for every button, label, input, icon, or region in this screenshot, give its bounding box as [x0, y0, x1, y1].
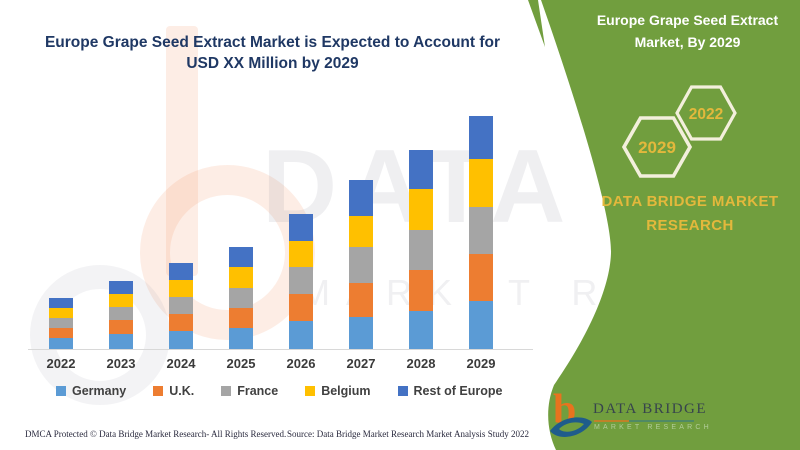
- bar-segment-2023-germany: [109, 334, 133, 349]
- legend-item-france: France: [221, 384, 278, 398]
- panel-title: Europe Grape Seed Extract Market, By 202…: [596, 12, 779, 50]
- logo-name: DATA BRIDGE: [593, 401, 708, 417]
- x-axis-label-2022: 2022: [46, 356, 76, 371]
- legend-label: Rest of Europe: [413, 384, 503, 398]
- bar-segment-2027-u-k-: [349, 283, 373, 317]
- footer: DMCA Protected © Data Bridge Market Rese…: [25, 429, 545, 439]
- x-axis-label-2025: 2025: [226, 356, 256, 371]
- bar-2027: [349, 180, 373, 349]
- bar-segment-2027-rest-of-europe: [349, 180, 373, 216]
- bar-segment-2028-u-k-: [409, 270, 433, 311]
- bar-segment-2024-france: [169, 297, 193, 314]
- bar-segment-2026-belgium: [289, 241, 313, 267]
- hexagon-2029-label: 2029: [638, 138, 676, 157]
- bar-segment-2025-france: [229, 288, 253, 308]
- bar-segment-2028-rest-of-europe: [409, 150, 433, 189]
- bar-2024: [169, 263, 193, 349]
- bar-2028: [409, 150, 433, 349]
- bar-segment-2026-u-k-: [289, 294, 313, 321]
- legend-item-rest-of-europe: Rest of Europe: [397, 384, 503, 398]
- brand-text: DATA BRIDGE MARKET RESEARCH: [601, 193, 779, 234]
- legend-swatch: [305, 386, 316, 396]
- data-bridge-logo: b DATA BRIDGE MARKET RESEARCH: [549, 387, 719, 445]
- bar-segment-2024-u-k-: [169, 314, 193, 331]
- dmca-notice: DMCA Protected © Data Bridge Market Rese…: [25, 429, 287, 439]
- x-axis-label-2029: 2029: [466, 356, 496, 371]
- bar-segment-2023-belgium: [109, 294, 133, 307]
- legend-label: Belgium: [321, 384, 371, 398]
- bar-2022: [49, 298, 73, 349]
- bar-segment-2026-france: [289, 267, 313, 294]
- x-axis-label-2026: 2026: [286, 356, 316, 371]
- legend-label: U.K.: [169, 384, 195, 398]
- bar-segment-2026-rest-of-europe: [289, 214, 313, 241]
- x-axis-label-2023: 2023: [106, 356, 136, 371]
- bar-segment-2022-belgium: [49, 308, 73, 318]
- logo-tagline: MARKET RESEARCH: [594, 424, 712, 431]
- legend-label: Germany: [72, 384, 127, 398]
- bar-segment-2025-rest-of-europe: [229, 247, 253, 267]
- data-bridge-b-swoosh-icon: b: [550, 387, 592, 437]
- bar-segment-2028-france: [409, 230, 433, 270]
- bar-segment-2024-germany: [169, 331, 193, 349]
- bar-segment-2025-u-k-: [229, 308, 253, 328]
- stacked-bar-chart: [28, 108, 533, 350]
- bar-segment-2029-france: [469, 207, 493, 254]
- x-axis-label-2028: 2028: [406, 356, 436, 371]
- bar-2023: [109, 281, 133, 349]
- legend-item-u-k-: U.K.: [153, 384, 194, 398]
- bar-segment-2027-germany: [349, 317, 373, 349]
- bar-segment-2023-rest-of-europe: [109, 281, 133, 294]
- hexagon-2022-label: 2022: [689, 106, 723, 123]
- bar-segment-2029-rest-of-europe: [469, 116, 493, 159]
- bar-segment-2023-france: [109, 307, 133, 320]
- bar-2026: [289, 214, 313, 349]
- legend-swatch: [397, 386, 408, 396]
- bar-segment-2022-france: [49, 318, 73, 328]
- bar-segment-2024-belgium: [169, 280, 193, 297]
- bar-segment-2025-germany: [229, 328, 253, 349]
- x-axis-label-2024: 2024: [166, 356, 196, 371]
- legend-swatch: [56, 386, 66, 396]
- legend-item-germany: Germany: [56, 384, 126, 398]
- legend-label: France: [237, 384, 279, 398]
- chart-title: Europe Grape Seed Extract Market is Expe…: [44, 34, 501, 72]
- bar-2025: [229, 247, 253, 349]
- legend-item-belgium: Belgium: [305, 384, 371, 398]
- source-note: Source: Data Bridge Market Research Mark…: [287, 429, 529, 439]
- bar-segment-2029-u-k-: [469, 254, 493, 301]
- bar-segment-2023-u-k-: [109, 320, 133, 334]
- bar-segment-2024-rest-of-europe: [169, 263, 193, 280]
- bar-segment-2022-u-k-: [49, 328, 73, 338]
- x-axis-labels: 2022 2023 2024 2025 2026 2027 2028 2029: [28, 356, 533, 374]
- bar-2029: [469, 116, 493, 349]
- bar-segment-2025-belgium: [229, 267, 253, 288]
- bar-segment-2027-belgium: [349, 216, 373, 247]
- hexagon-2022: [675, 85, 737, 141]
- bar-segment-2029-germany: [469, 301, 493, 349]
- legend-swatch: [153, 386, 164, 396]
- chart-legend: Germany U.K. France Belgium Rest of Europe: [56, 384, 526, 398]
- legend-swatch: [221, 386, 232, 396]
- bar-segment-2027-france: [349, 247, 373, 283]
- bar-segment-2026-germany: [289, 321, 313, 349]
- bar-segment-2028-germany: [409, 311, 433, 349]
- bar-segment-2022-rest-of-europe: [49, 298, 73, 308]
- bar-segment-2029-belgium: [469, 159, 493, 207]
- hexagon-2029: [621, 116, 693, 178]
- bar-segment-2022-germany: [49, 338, 73, 349]
- bar-segment-2028-belgium: [409, 189, 433, 230]
- x-axis-label-2027: 2027: [346, 356, 376, 371]
- logo-rule: [594, 420, 694, 422]
